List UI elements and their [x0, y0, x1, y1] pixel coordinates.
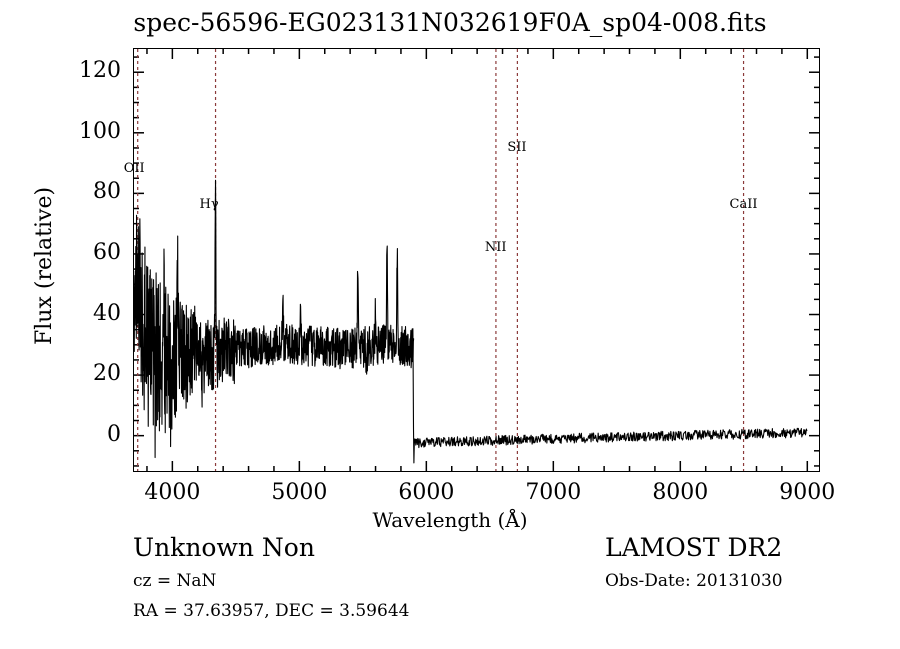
- y-tick-label: 60: [93, 239, 121, 265]
- cz-value: cz = NaN: [133, 571, 217, 591]
- line-label-NII: NII: [484, 239, 507, 255]
- survey-name: LAMOST DR2: [605, 533, 783, 562]
- y-tick-label: 120: [79, 58, 121, 84]
- x-tick-label: 8000: [652, 480, 709, 505]
- x-tick-label: 4000: [144, 480, 201, 505]
- page-title: spec-56596-EG023131N032619F0A_sp04-008.f…: [133, 8, 767, 37]
- x-tick-label: 9000: [779, 480, 836, 505]
- y-tick-label: 80: [93, 179, 121, 205]
- obs-date: Obs-Date: 20131030: [605, 571, 783, 591]
- y-tick-label: 0: [107, 421, 121, 447]
- spectrum-curve: [133, 179, 808, 464]
- x-tick-label: 7000: [525, 480, 582, 505]
- coordinates: RA = 37.63957, DEC = 3.59644: [133, 601, 410, 621]
- y-tick-label: 40: [93, 300, 121, 326]
- line-label-CaII: CaII: [729, 197, 758, 213]
- y-tick-label: 100: [79, 118, 121, 144]
- axis-ticks: [133, 48, 820, 472]
- y-axis-title: Flux (relative): [32, 186, 57, 345]
- x-axis-title: Wavelength (Å): [372, 508, 528, 532]
- line-label-Hgamma: Hγ: [199, 197, 219, 213]
- object-class: Unknown Non: [133, 533, 315, 562]
- y-tick-label: 20: [93, 361, 121, 387]
- line-label-OII: OII: [123, 161, 145, 177]
- x-tick-label: 5000: [271, 480, 328, 505]
- x-tick-label: 6000: [398, 480, 455, 505]
- line-markers: [137, 49, 745, 471]
- line-label-SII: SII: [507, 139, 527, 155]
